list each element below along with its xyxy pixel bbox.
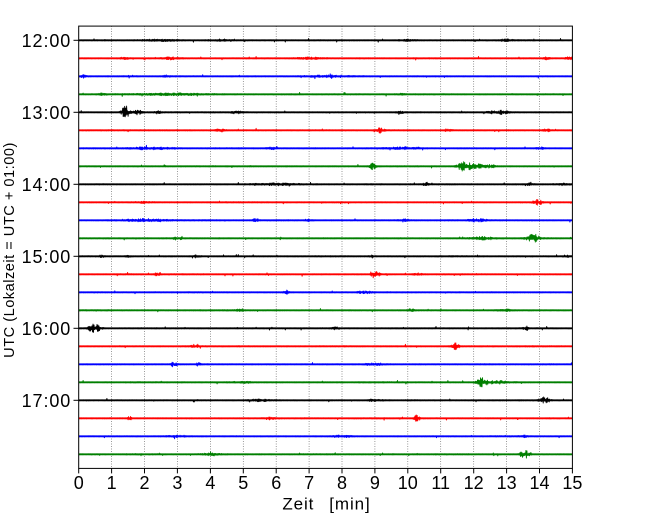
svg-text:9: 9	[370, 473, 380, 493]
svg-text:3: 3	[172, 473, 182, 493]
svg-text:5: 5	[238, 473, 248, 493]
svg-text:7: 7	[304, 473, 314, 493]
svg-text:11: 11	[431, 473, 450, 493]
svg-text:13:00: 13:00	[22, 103, 72, 123]
svg-text:15: 15	[562, 473, 582, 493]
svg-text:13: 13	[497, 473, 517, 493]
svg-text:0: 0	[74, 473, 84, 493]
svg-text:12: 12	[464, 473, 484, 493]
svg-text:UTC (Lokalzeit = UTC + 01:00): UTC (Lokalzeit = UTC + 01:00)	[2, 142, 18, 358]
svg-text:14:00: 14:00	[22, 175, 72, 195]
svg-text:12:00: 12:00	[22, 31, 72, 51]
svg-text:16:00: 16:00	[22, 319, 72, 339]
svg-text:8: 8	[337, 473, 347, 493]
svg-text:1: 1	[107, 473, 117, 493]
svg-text:4: 4	[205, 473, 215, 493]
svg-text:14: 14	[529, 473, 549, 493]
svg-text:6: 6	[271, 473, 281, 493]
svg-text:15:00: 15:00	[22, 247, 72, 267]
svg-text:Zeit [min]: Zeit [min]	[282, 494, 370, 513]
svg-text:2: 2	[139, 473, 149, 493]
svg-text:17:00: 17:00	[22, 391, 72, 411]
svg-text:10: 10	[398, 473, 418, 493]
